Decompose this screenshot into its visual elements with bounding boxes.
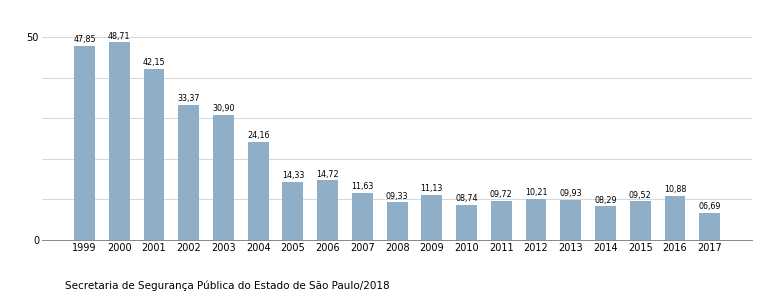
Text: 42,15: 42,15: [143, 58, 165, 68]
Bar: [317, 180, 338, 240]
Text: 08,74: 08,74: [455, 194, 478, 203]
Bar: [179, 105, 199, 240]
Bar: [387, 202, 407, 240]
Text: 06,69: 06,69: [698, 202, 721, 211]
Text: 14,72: 14,72: [316, 170, 339, 179]
Text: 30,90: 30,90: [212, 104, 235, 113]
Text: 08,29: 08,29: [594, 196, 617, 205]
Bar: [352, 193, 373, 240]
Bar: [664, 196, 686, 240]
Text: 09,93: 09,93: [559, 189, 582, 198]
Bar: [526, 199, 546, 240]
Text: Secretaria de Segurança Pública do Estado de São Paulo/2018: Secretaria de Segurança Pública do Estad…: [65, 280, 389, 291]
Text: 09,52: 09,52: [629, 191, 651, 200]
Text: 33,37: 33,37: [178, 94, 200, 103]
Text: 09,33: 09,33: [386, 191, 408, 200]
Bar: [595, 206, 616, 240]
Text: 48,71: 48,71: [108, 32, 131, 41]
Bar: [560, 200, 581, 240]
Text: 10,21: 10,21: [524, 188, 547, 197]
Bar: [456, 205, 477, 240]
Text: 14,33: 14,33: [282, 171, 304, 180]
Text: 11,63: 11,63: [351, 182, 374, 191]
Text: 24,16: 24,16: [247, 131, 270, 140]
Bar: [283, 182, 303, 240]
Text: 09,72: 09,72: [490, 190, 513, 199]
Bar: [144, 69, 164, 240]
Bar: [491, 201, 511, 240]
Text: 10,88: 10,88: [663, 185, 686, 194]
Bar: [74, 46, 95, 240]
Bar: [248, 142, 268, 240]
Bar: [699, 213, 720, 240]
Text: 47,85: 47,85: [73, 35, 96, 44]
Bar: [421, 195, 442, 240]
Bar: [213, 115, 234, 240]
Bar: [630, 201, 651, 240]
Bar: [109, 43, 130, 240]
Text: 11,13: 11,13: [420, 184, 443, 193]
